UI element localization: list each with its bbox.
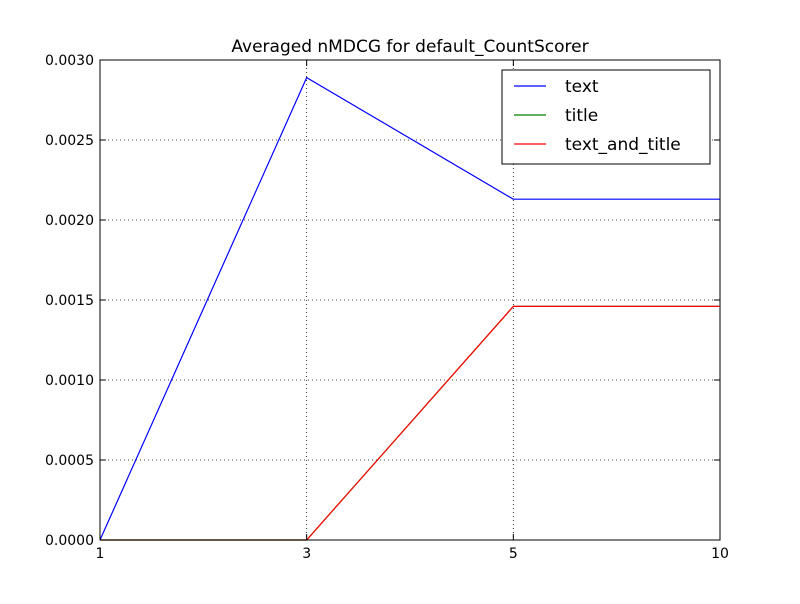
tick-label-layer: 1 3 5 10 0.0000 0.0005 0.0010 0.0015 0.0020 0.002… <box>45 53 729 562</box>
y-tick-label: 0.0005 <box>45 453 94 469</box>
x-tick-label: 3 <box>302 546 311 562</box>
legend-items: text title text_and_title <box>514 77 681 155</box>
legend: text title text_and_title <box>501 69 711 165</box>
y-tick-label: 0.0010 <box>45 373 94 389</box>
tick-layer <box>99 59 721 541</box>
series-line-text <box>99 76 720 541</box>
x-tick-label: 1 <box>96 546 105 562</box>
x-tick-label: 5 <box>509 546 518 562</box>
chart-title: Averaged nMDCG for default_CountScorer <box>231 37 588 57</box>
series-line-text-and-title <box>100 305 720 541</box>
y-tick-label: 0.0020 <box>45 213 94 229</box>
legend-label: text <box>565 77 599 97</box>
y-tick-label: 0.0030 <box>45 53 94 69</box>
y-tick-label: 0.0000 <box>45 533 94 549</box>
legend-label: text_and_title <box>565 135 681 155</box>
y-tick-label: 0.0015 <box>45 293 94 309</box>
y-tick-label: 0.0025 <box>45 133 94 149</box>
x-tick-label: 10 <box>711 546 729 562</box>
legend-label: title <box>565 106 598 126</box>
